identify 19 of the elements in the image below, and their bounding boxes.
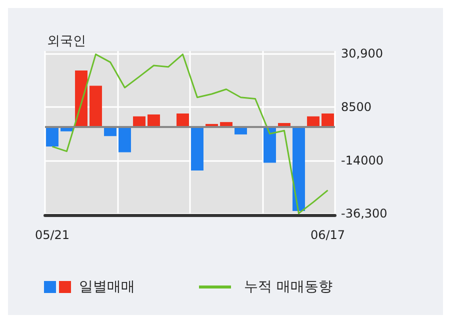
bar — [148, 114, 160, 128]
chart-title: 외국인 — [47, 34, 86, 49]
x-tick-label: 06/17 — [310, 228, 346, 242]
legend-label: 일별매매 — [79, 279, 135, 295]
legend-label: 누적 매매동향 — [244, 279, 332, 295]
bar — [292, 127, 305, 211]
bar — [118, 127, 131, 152]
y-tick-label: 8500 — [341, 100, 372, 114]
x-tick-label: 05/21 — [34, 228, 70, 242]
bar — [191, 127, 204, 171]
y-tick-label: 30,900 — [341, 46, 383, 61]
y-tick-label: -36,300 — [341, 206, 388, 220]
bar — [90, 86, 102, 128]
line-series — [52, 54, 328, 214]
bar — [322, 114, 334, 128]
bar — [46, 127, 58, 147]
bar — [176, 114, 189, 128]
bar — [264, 127, 276, 163]
y-tick-label: -14000 — [341, 153, 384, 168]
